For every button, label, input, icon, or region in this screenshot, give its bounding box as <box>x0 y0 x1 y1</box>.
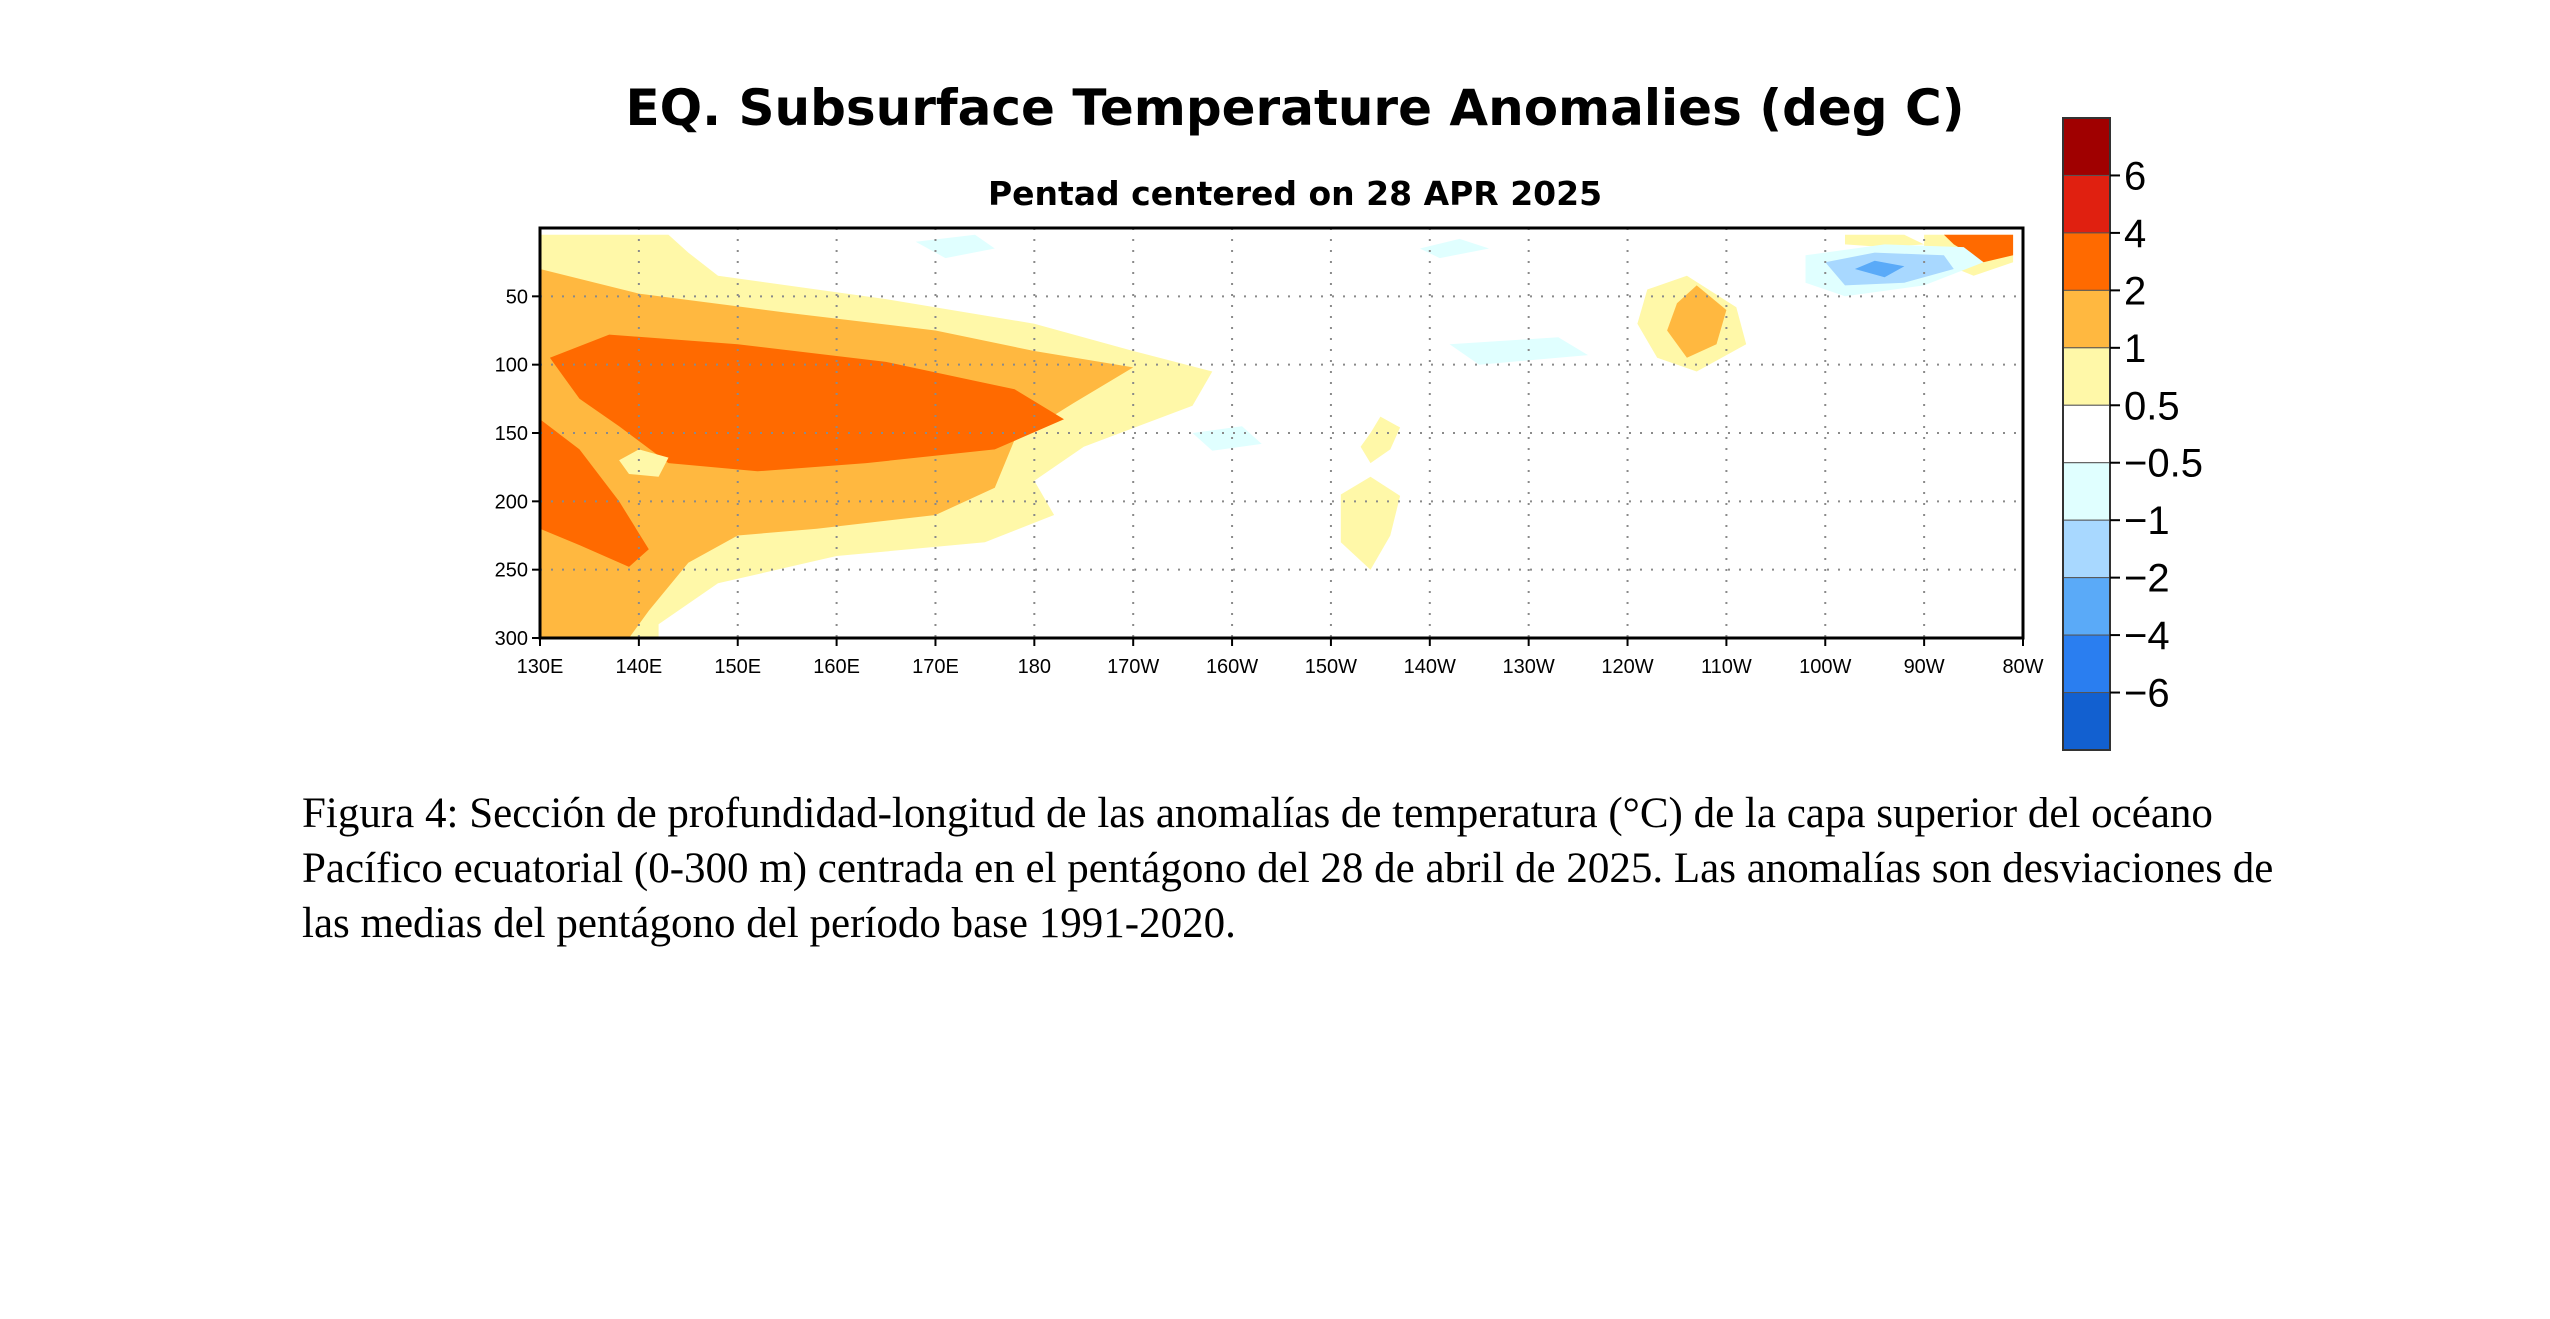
anomaly-region-16 <box>1419 238 1490 259</box>
x-tick-label: 160E <box>813 656 860 678</box>
colorbar-label: −6 <box>2124 672 2170 716</box>
colorbar-swatch <box>2062 232 2111 291</box>
anomaly-region-7 <box>1360 416 1401 464</box>
colorbar-swatch <box>2062 634 2111 694</box>
colorbar-swatch <box>2062 519 2111 579</box>
y-tick-label: 100 <box>495 355 528 377</box>
y-axis: 50 100 150 200 250 300 <box>495 286 540 650</box>
x-tick-label: 140E <box>616 656 663 678</box>
x-tick-label: 160W <box>1206 656 1258 678</box>
anomaly-region-8 <box>1340 476 1401 570</box>
x-tick-label: 90W <box>1904 656 1945 678</box>
x-tick-label: 170E <box>912 656 959 678</box>
subsurface-temperature-chart: EQ. Subsurface Temperature Anomalies (de… <box>495 79 2203 751</box>
anomaly-region-17 <box>1449 337 1588 365</box>
anomaly-region-15 <box>915 234 995 259</box>
x-tick-label: 130E <box>517 656 564 678</box>
colorbar-swatch <box>2062 117 2111 176</box>
anomaly-region-14 <box>1854 260 1905 278</box>
colorbar-swatch <box>2062 462 2111 521</box>
colorbar-label: −2 <box>2124 557 2170 601</box>
x-tick-label: 150W <box>1305 656 1357 678</box>
x-tick-label: 80W <box>2002 656 2043 678</box>
plot-grid <box>540 228 2023 638</box>
anomaly-contours <box>540 234 2014 639</box>
colorbar-label: 6 <box>2124 154 2146 198</box>
anomaly-region-18 <box>1192 426 1262 451</box>
colorbar-swatch <box>2062 289 2111 349</box>
anomaly-region-4 <box>619 449 669 477</box>
anomaly-region-9 <box>1845 234 1925 248</box>
x-tick-label: 150E <box>714 656 761 678</box>
colorbar-swatch <box>2062 347 2111 406</box>
y-tick-label: 150 <box>495 423 528 445</box>
chart-subtitle: Pentad centered on 28 APR 2025 <box>988 174 1602 213</box>
x-tick-label: 130W <box>1503 656 1555 678</box>
anomaly-region-6 <box>1667 285 1727 358</box>
x-tick-label: 180 <box>1018 656 1051 678</box>
chart-title: EQ. Subsurface Temperature Anomalies (de… <box>625 79 1964 137</box>
colorbar-legend: 6 4 2 1 0.5 −0.5 −1 −2 −4 −6 <box>2062 117 2203 751</box>
x-tick-label: 100W <box>1799 656 1851 678</box>
y-tick-label: 50 <box>506 286 528 308</box>
colorbar-swatch <box>2062 692 2111 751</box>
colorbar-label: −1 <box>2124 499 2170 543</box>
colorbar-label: 2 <box>2124 269 2146 313</box>
x-axis: 130E 140E 150E 160E 170E 180 170W 160W 150W 140W 1… <box>517 638 2044 678</box>
colorbar-label: 4 <box>2124 212 2146 256</box>
figure-caption: Figura 4: Sección de profundidad-longitu… <box>302 790 2274 947</box>
x-tick-label: 140W <box>1404 656 1456 678</box>
colorbar-swatch <box>2062 577 2111 636</box>
colorbar-label: 0.5 <box>2124 384 2180 428</box>
y-tick-label: 300 <box>495 628 528 650</box>
y-tick-label: 250 <box>495 560 528 582</box>
colorbar-frame <box>2062 117 2111 751</box>
x-tick-label: 110W <box>1701 656 1752 678</box>
colorbar-label: 1 <box>2124 327 2146 371</box>
x-tick-label: 120W <box>1601 656 1653 678</box>
anomaly-region-11 <box>1943 234 2014 263</box>
x-tick-label: 170W <box>1107 656 1159 678</box>
y-tick-label: 200 <box>495 491 528 513</box>
anomaly-region-3 <box>540 419 649 567</box>
colorbar-label: −0.5 <box>2124 442 2203 486</box>
colorbar-swatch <box>2062 174 2111 234</box>
colorbar-label: −4 <box>2124 614 2170 658</box>
colorbar-swatch <box>2062 404 2111 464</box>
